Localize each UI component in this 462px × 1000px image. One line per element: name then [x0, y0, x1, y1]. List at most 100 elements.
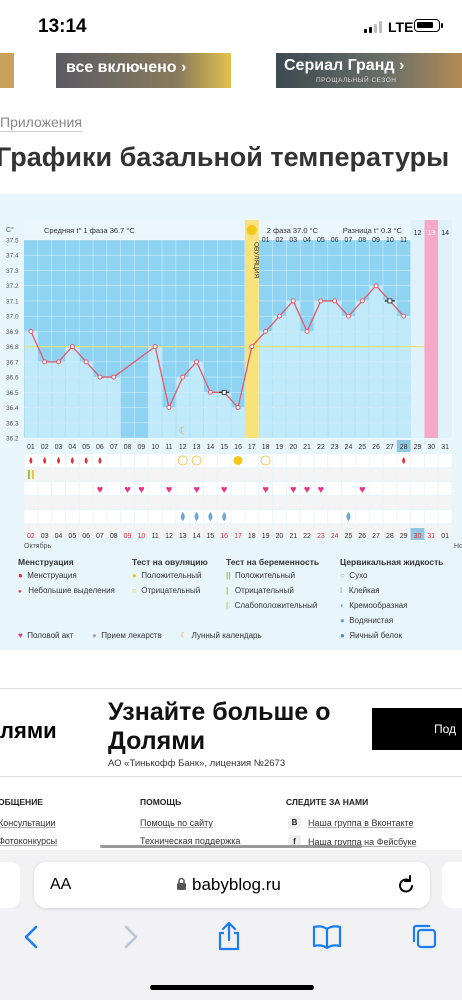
symbol-cell	[203, 524, 217, 537]
highlight-day-cell	[396, 440, 411, 452]
legend-cerv-sticky: I Клейкая	[340, 586, 380, 595]
temperature-point	[249, 344, 255, 350]
symbol-cell	[286, 454, 300, 467]
temperature-point	[207, 389, 213, 395]
symbol-cell	[300, 482, 314, 495]
pill-icon: ●	[92, 631, 97, 640]
page-title: Графики базальной температуры	[0, 142, 450, 172]
promo-banner-left-edge[interactable]	[0, 53, 14, 88]
legend-label: Водянистая	[349, 616, 394, 625]
symbol-cell	[162, 468, 176, 481]
menstruation-drop-icon	[70, 457, 74, 464]
yellow-circle-icon: ●	[132, 571, 137, 580]
x-day-label: 29	[414, 444, 422, 451]
date-label: 31	[427, 533, 435, 540]
symbol-cell	[38, 524, 52, 537]
symbol-cell	[355, 510, 369, 523]
address-bar[interactable]: AA babyblog.ru	[34, 862, 430, 908]
symbol-cell	[369, 482, 383, 495]
symbol-cell	[162, 496, 176, 509]
eggwhite-drop-icon: ●	[340, 631, 345, 640]
date-label: 19	[262, 533, 270, 540]
text-size-button[interactable]: AA	[50, 876, 72, 893]
symbol-cell	[148, 496, 162, 509]
x-day-label: 22	[317, 444, 325, 451]
ad-title[interactable]: Узнайте больше о Долями	[108, 698, 331, 755]
footer-link-fb[interactable]: Наша группа на Фейсбуке	[308, 837, 417, 847]
symbol-cell	[52, 468, 65, 481]
legend-label: Яичный белок	[349, 631, 402, 640]
temp-column	[286, 300, 300, 438]
y-tick-label: 36.4	[6, 405, 19, 412]
top-day-label: 09	[372, 237, 380, 244]
tab-prev-edge[interactable]	[0, 862, 20, 908]
footer-link[interactable]: Помощь по сайту	[140, 818, 213, 828]
footer-link[interactable]: Фотоконкурсы	[0, 836, 58, 846]
x-day-label: 03	[55, 444, 63, 451]
tab-next-edge[interactable]	[442, 862, 462, 908]
symbol-cell	[79, 468, 93, 481]
empty-circle-icon: ○	[132, 586, 137, 595]
date-label: 09	[124, 533, 132, 540]
symbol-cell	[300, 454, 314, 467]
top-day-label: 12	[414, 230, 422, 237]
ad-button[interactable]: Под	[372, 708, 462, 750]
date-label: 20	[276, 533, 284, 540]
ad-button-label: Под	[434, 722, 457, 736]
symbol-cell	[383, 468, 397, 481]
ovulation-negative-icon	[177, 455, 188, 466]
share-icon[interactable]	[216, 920, 242, 957]
empty-column	[410, 220, 425, 438]
date-label: 04	[55, 533, 63, 540]
symbol-cell	[93, 496, 107, 509]
symbol-cell	[397, 496, 411, 509]
footer-link-vk[interactable]: Наша группа в Вконтакте	[308, 818, 414, 828]
legend-spotting-item: ● Небольшие выделения	[18, 586, 115, 595]
status-bar: 13:14 LTE	[0, 0, 462, 52]
symbol-cell	[438, 454, 452, 467]
temp-column	[259, 331, 273, 438]
x-day-label: 27	[386, 444, 394, 451]
top-day-label: 06	[331, 237, 339, 244]
symbol-cell	[162, 524, 176, 537]
legend-cerv-watery: ● Водянистая	[340, 616, 393, 625]
symbol-cell	[38, 482, 52, 495]
temp-column	[355, 300, 369, 438]
promo-banner-1[interactable]: все включено ›	[56, 53, 231, 88]
x-day-label: 11	[165, 444, 172, 451]
heart-icon: ♥	[304, 484, 311, 496]
x-day-label: 07	[110, 444, 118, 451]
facebook-icon[interactable]: f	[288, 835, 301, 848]
temperature-point	[373, 283, 379, 289]
double-bar-icon: ||	[226, 571, 231, 580]
breadcrumb[interactable]: Приложения	[0, 114, 82, 132]
legend-label: Небольшие выделения	[28, 586, 115, 595]
symbol-cell	[190, 496, 203, 509]
footer-col3-title: СЛЕДИТЕ ЗА НАМИ	[286, 797, 369, 807]
temperature-point	[290, 298, 296, 304]
legend-cerv-eggwhite: ● Яичный белок	[340, 631, 402, 640]
back-icon[interactable]	[22, 924, 42, 955]
menstruation-drop-icon	[29, 457, 33, 464]
promo-banner-2[interactable]: Сериал Гранд › ПРОЩАЛЬНЫЙ СЕЗОН	[276, 53, 462, 88]
legend-cerv-dry: ○ Сухо	[340, 571, 367, 580]
bookmarks-icon[interactable]	[312, 924, 342, 955]
date-label: 26	[358, 533, 366, 540]
symbol-cell	[24, 482, 38, 495]
menstruation-drop-icon	[98, 457, 102, 464]
tabs-icon[interactable]	[410, 922, 438, 955]
x-day-label: 19	[276, 444, 284, 451]
vk-icon[interactable]: B	[288, 816, 301, 829]
y-tick-label: 37.4	[6, 253, 19, 260]
divider	[0, 776, 462, 777]
forward-icon[interactable]	[120, 924, 140, 955]
url-text[interactable]: babyblog.ru	[192, 875, 281, 894]
reload-icon[interactable]	[396, 874, 416, 901]
footer-link[interactable]: Консультации	[0, 818, 56, 828]
legend-label: Прием лекарств	[101, 631, 162, 640]
symbol-cell	[328, 510, 342, 523]
symbol-cell	[369, 510, 383, 523]
temperature-point	[166, 405, 172, 411]
ovulation-column	[244, 220, 259, 438]
footer-link[interactable]: Техническая поддержка	[140, 836, 241, 846]
